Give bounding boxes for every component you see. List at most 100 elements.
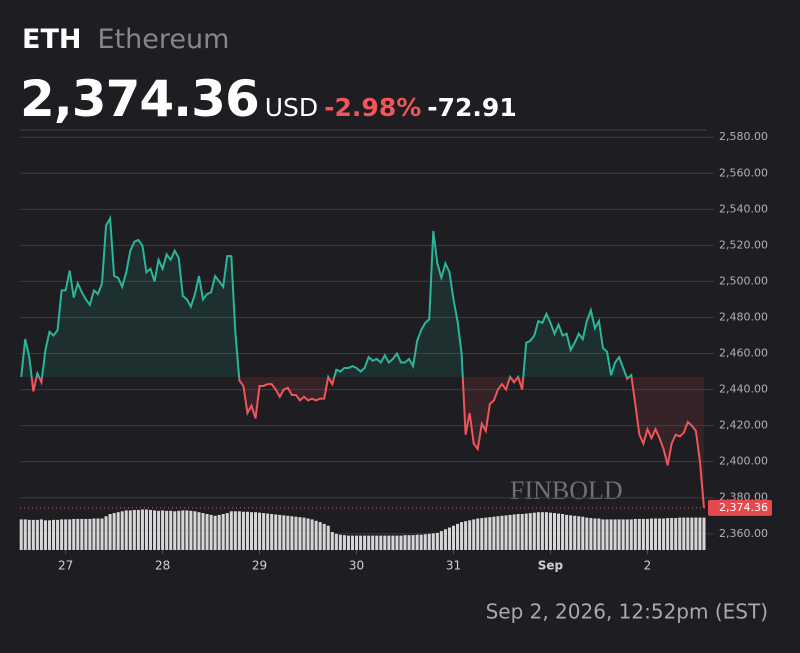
volume-bar xyxy=(205,514,209,550)
volume-bar xyxy=(350,535,355,550)
volume-bar xyxy=(185,510,189,550)
volume-bar xyxy=(658,518,662,550)
y-tick-label: 2,520.00 xyxy=(719,238,768,251)
volume-bar xyxy=(88,518,92,550)
volume-bar xyxy=(468,520,472,550)
volume-bar xyxy=(302,517,306,550)
timestamp: Sep 2, 2026, 12:52pm (EST) xyxy=(486,600,768,624)
volume-bar xyxy=(666,518,670,550)
volume-bar xyxy=(108,514,112,550)
volume-bar xyxy=(379,535,383,550)
volume-bar xyxy=(423,534,427,550)
volume-bar xyxy=(524,513,528,550)
volume-bar xyxy=(274,514,278,550)
volume-bar xyxy=(678,517,682,550)
volume-bar xyxy=(520,514,524,550)
volume-bar xyxy=(625,519,629,550)
ticker: ETH xyxy=(22,24,82,55)
volume-bar xyxy=(702,517,706,550)
volume-bar xyxy=(23,519,27,550)
price-row: 2,374.36 USD -2.98% -72.91 xyxy=(20,70,517,128)
y-tick-label: 2,360.00 xyxy=(719,527,768,540)
volume-bar xyxy=(96,518,100,550)
volume-bar xyxy=(47,520,52,550)
volume-bar xyxy=(39,519,43,550)
volume-bar xyxy=(233,511,237,550)
volume-bar xyxy=(633,518,637,550)
volume-bar xyxy=(653,518,658,550)
volume-bar xyxy=(189,510,193,550)
volume-bar xyxy=(306,518,310,550)
volume-bar xyxy=(249,512,254,550)
title-row: ETH Ethereum xyxy=(22,24,229,55)
volume-bar xyxy=(173,511,177,550)
volume-bar xyxy=(254,512,258,550)
volume-bar xyxy=(451,525,456,550)
volume-bar xyxy=(552,513,557,550)
y-tick-label: 2,560.00 xyxy=(719,166,768,179)
volume-bar xyxy=(561,514,565,550)
y-tick-label: 2,480.00 xyxy=(719,310,768,323)
volume-bar xyxy=(484,517,488,550)
volume-bar xyxy=(120,511,124,550)
volume-bar xyxy=(338,534,342,550)
volume-bar xyxy=(19,519,23,550)
volume-bar xyxy=(439,531,443,550)
volume-bar xyxy=(399,535,403,550)
volume-bar xyxy=(504,515,508,550)
volume-bar xyxy=(359,535,363,550)
line-up xyxy=(20,214,633,377)
volume-bar xyxy=(383,535,387,550)
y-tick-label: 2,460.00 xyxy=(719,347,768,360)
volume-bar xyxy=(496,516,500,550)
volume-bar xyxy=(144,509,148,550)
volume-bar xyxy=(169,510,173,550)
volume-bar xyxy=(241,511,245,550)
x-tick-label: Sep xyxy=(538,559,564,573)
volume-bar xyxy=(148,509,153,550)
price: 2,374.36 xyxy=(20,70,260,128)
change-pct: -2.98% xyxy=(324,93,422,122)
volume-bar xyxy=(637,518,641,550)
volume-bar xyxy=(431,533,435,550)
volume-bar xyxy=(593,518,597,550)
volume-bar xyxy=(35,519,39,550)
volume-bar xyxy=(670,518,674,550)
last-price-box xyxy=(708,499,772,516)
volume-bar xyxy=(132,509,136,550)
volume-bar xyxy=(282,515,286,550)
volume-bar xyxy=(686,517,690,550)
area-down xyxy=(21,376,704,508)
volume-bar xyxy=(427,533,431,550)
y-tick-label: 2,420.00 xyxy=(719,419,768,432)
volume-bar xyxy=(407,535,411,550)
volume-bar xyxy=(278,514,282,550)
volume-bar xyxy=(613,519,617,550)
watermark: FINBOLD xyxy=(510,476,623,505)
volume-bar xyxy=(56,519,60,550)
volume-bar xyxy=(621,519,625,550)
currency: USD xyxy=(264,93,319,122)
volume-bar xyxy=(508,514,512,550)
area-up xyxy=(21,218,632,377)
volume-bar xyxy=(698,517,702,550)
volume-bar xyxy=(682,517,686,550)
volume-bar xyxy=(456,523,460,550)
volume-bar xyxy=(629,519,633,550)
asset-name: Ethereum xyxy=(97,24,230,55)
volume-bar xyxy=(326,525,330,550)
volume-bar xyxy=(589,518,593,550)
volume-bar xyxy=(516,514,520,550)
volume-bar xyxy=(403,535,407,550)
volume-bar xyxy=(80,518,84,550)
volume-bar xyxy=(419,534,423,550)
volume-bar xyxy=(213,515,217,550)
volume-bar xyxy=(27,519,31,550)
volume-bar xyxy=(565,514,569,550)
volume-bar xyxy=(225,513,229,550)
volume-bar xyxy=(363,535,367,550)
volume-bar xyxy=(500,515,504,550)
volume-bar xyxy=(617,519,621,550)
x-tick-label: 31 xyxy=(446,559,461,573)
